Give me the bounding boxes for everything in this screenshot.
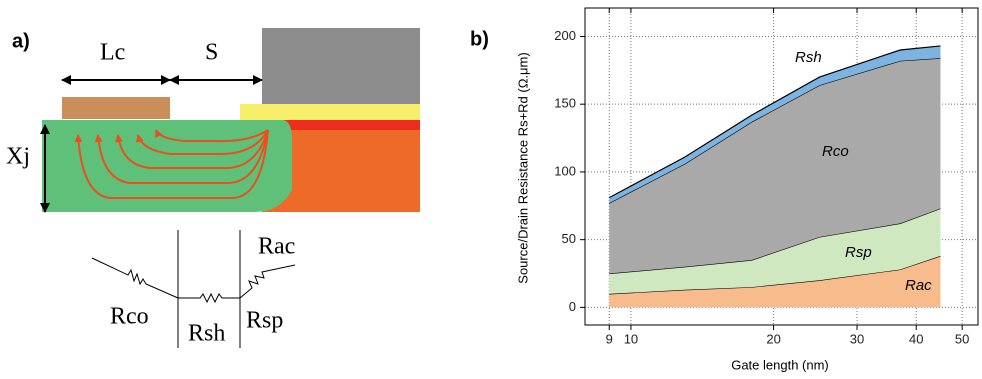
series-label: Rac (905, 277, 932, 294)
y-axis-label: Source/Drain Resistance Rs+Rd (Ω.μm) (515, 52, 530, 283)
x-tick-label: 10 (624, 331, 638, 346)
channel (240, 120, 420, 130)
plot-frame (584, 7, 979, 326)
area-edge (608, 45, 941, 199)
contact (62, 97, 170, 119)
series-label: Rsh (795, 49, 822, 66)
panel-a: a) Lc S Xj Rco Rsh Rsp Rac (6, 28, 420, 348)
rsh-label: Rsh (188, 321, 225, 347)
resistor-network (91, 230, 296, 348)
x-tick-label: 20 (766, 331, 780, 346)
lc-label: Lc (100, 40, 125, 66)
rsp-label: Rsp (246, 308, 283, 334)
panel-label: b) (470, 28, 489, 50)
y-tick-label: 50 (562, 231, 576, 246)
rco-label: Rco (110, 304, 149, 330)
y-tick-label: 200 (554, 28, 576, 43)
panel-label: a) (12, 30, 30, 52)
area (609, 255, 941, 308)
gate (262, 28, 420, 104)
y-tick-label: 100 (554, 163, 576, 178)
x-tick-label: 50 (955, 331, 969, 346)
junction (42, 120, 292, 212)
current-paths (74, 129, 269, 200)
xj-label: Xj (6, 144, 30, 170)
x-axis-label: Gate length (nm) (731, 357, 829, 372)
rac-label: Rac (258, 234, 295, 260)
x-tick-label: 9 (606, 331, 613, 346)
x-tick-label: 30 (850, 331, 864, 346)
y-tick-label: 0 (569, 299, 576, 314)
y-tick-label: 150 (554, 96, 576, 111)
area (609, 58, 941, 274)
series-label: Rco (822, 143, 849, 160)
area (609, 208, 941, 294)
x-tick-label: 40 (909, 331, 923, 346)
series-label: Rsp (845, 244, 872, 261)
spacer (240, 104, 420, 120)
s-label: S (205, 40, 218, 66)
